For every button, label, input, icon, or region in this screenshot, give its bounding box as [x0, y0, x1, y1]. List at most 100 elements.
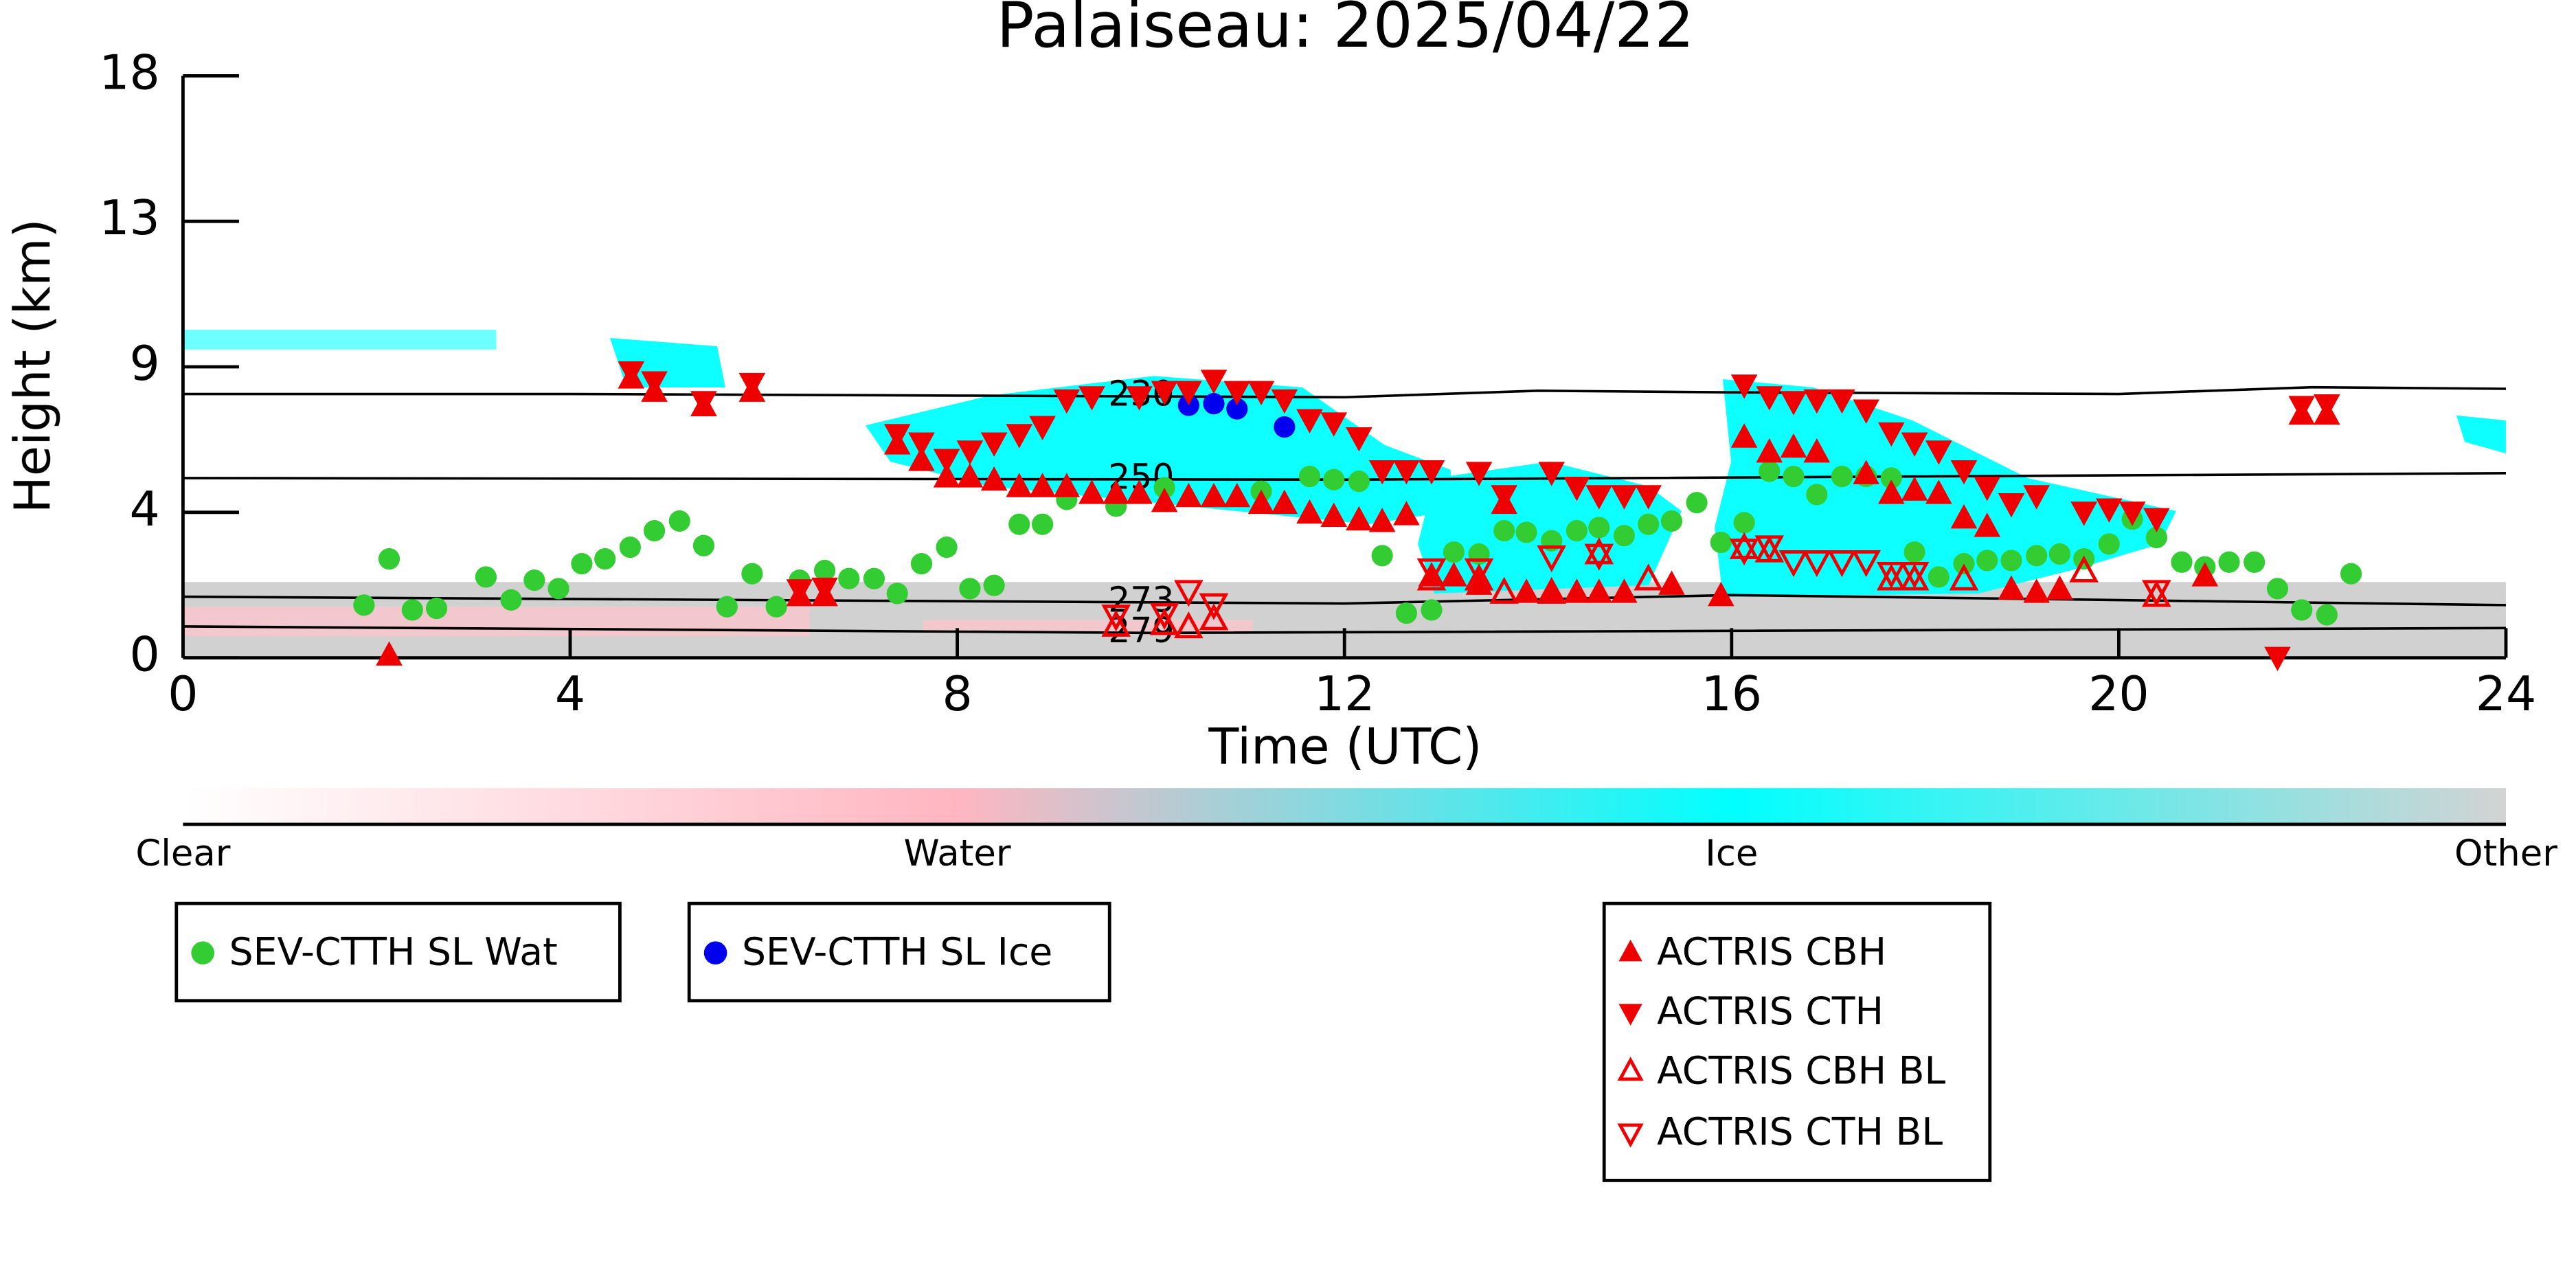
data-point: [353, 594, 375, 616]
legend-label: ACTRIS CTH BL: [1657, 1110, 1943, 1154]
data-point: [1853, 399, 1879, 424]
colorbar-label: Clear: [135, 833, 230, 874]
legend-marker: [1617, 1123, 1644, 1148]
data-point: [1320, 502, 1348, 528]
data-point: [1126, 479, 1153, 504]
x-axis-label: Time (UTC): [1208, 718, 1482, 776]
legend-marker: [1618, 1004, 1642, 1026]
data-point: [1585, 578, 1613, 603]
legend-box: [174, 901, 622, 1003]
x-tick-label: 8: [942, 666, 972, 722]
data-point: [1368, 508, 1396, 532]
data-point: [641, 371, 668, 396]
data-point: [883, 424, 911, 449]
y-axis-label: Height (km): [3, 218, 61, 513]
data-point: [1323, 468, 1345, 490]
data-point: [2266, 578, 2289, 600]
colorbar: [183, 788, 2507, 824]
data-point: [1101, 605, 1131, 632]
data-point: [1710, 531, 1732, 554]
data-point: [838, 567, 860, 589]
data-point: [738, 372, 766, 398]
contour-line: [183, 594, 2507, 607]
x-tick-label: 12: [1314, 666, 1375, 722]
data-point: [668, 510, 690, 532]
x-tick-label: 24: [2476, 666, 2537, 722]
data-point: [2171, 551, 2193, 573]
legend-box: [687, 901, 1111, 1003]
data-point: [1903, 541, 1925, 563]
data-point: [1491, 485, 1517, 510]
data-point: [1566, 520, 1588, 542]
data-point: [2314, 394, 2340, 419]
data-point: [1200, 482, 1228, 508]
data-point: [1880, 467, 1902, 489]
data-point: [1584, 537, 1614, 565]
data-point: [908, 432, 935, 457]
data-point: [1393, 460, 1420, 485]
data-point: [1174, 611, 1204, 639]
colorbar-label: Water: [904, 833, 1011, 874]
data-point: [1613, 525, 1636, 547]
data-point: [1658, 570, 1685, 595]
data-point: [1149, 602, 1179, 630]
data-point: [1754, 535, 1785, 563]
data-point: [1126, 386, 1153, 411]
data-point: [1223, 482, 1251, 508]
x-tick-label: 0: [168, 666, 198, 722]
chart-title: Palaiseau: 2025/04/22: [996, 0, 1694, 62]
data-point: [1151, 381, 1178, 406]
data-point: [1563, 476, 1590, 501]
data-point: [401, 599, 423, 621]
data-point: [959, 578, 981, 600]
data-point: [1877, 422, 1905, 447]
legend-label: SEV-CTTH SL Wat: [229, 931, 558, 975]
data-point: [1806, 484, 1828, 506]
data-point: [425, 597, 448, 620]
data-point: [1029, 416, 1056, 440]
data-point: [1346, 506, 1372, 531]
legend-marker: [1618, 939, 1642, 962]
data-point: [1537, 576, 1567, 604]
data-point: [1730, 374, 1758, 399]
data-point: [1247, 489, 1275, 515]
data-point: [1901, 476, 1928, 501]
data-point: [811, 577, 838, 602]
data-point: [1175, 482, 1202, 508]
data-point: [716, 596, 738, 618]
data-point: [1493, 520, 1515, 542]
data-point: [2119, 501, 2146, 526]
x-tick-label: 4: [555, 666, 585, 722]
data-point: [1803, 438, 1831, 463]
data-point: [1368, 460, 1396, 485]
data-point: [1296, 409, 1323, 434]
data-point: [2218, 551, 2240, 573]
data-point: [1464, 563, 1494, 591]
data-point: [1976, 550, 1998, 572]
data-point: [523, 569, 545, 591]
data-point: [2046, 575, 2073, 600]
data-point: [1078, 386, 1105, 411]
legend-label: ACTRIS CTH: [1657, 990, 1884, 1034]
data-point: [1053, 389, 1081, 414]
data-point: [500, 589, 522, 611]
data-point: [1223, 381, 1251, 406]
data-point: [1563, 578, 1590, 603]
data-point: [1296, 499, 1323, 524]
data-point: [1537, 545, 1567, 573]
data-point: [1928, 566, 1950, 588]
legend-box: [1602, 901, 1992, 1182]
data-point: [1638, 513, 1660, 535]
data-point: [1443, 541, 1465, 563]
data-point: [1416, 563, 1447, 591]
data-point: [2191, 562, 2219, 587]
data-point: [1274, 416, 1296, 438]
data-point: [1031, 513, 1054, 535]
data-point: [1101, 609, 1131, 637]
data-point: [1008, 513, 1030, 535]
data-point: [2244, 551, 2266, 573]
data-point: [1876, 561, 1906, 589]
data-point: [1611, 485, 1638, 510]
data-point: [1925, 440, 1952, 465]
